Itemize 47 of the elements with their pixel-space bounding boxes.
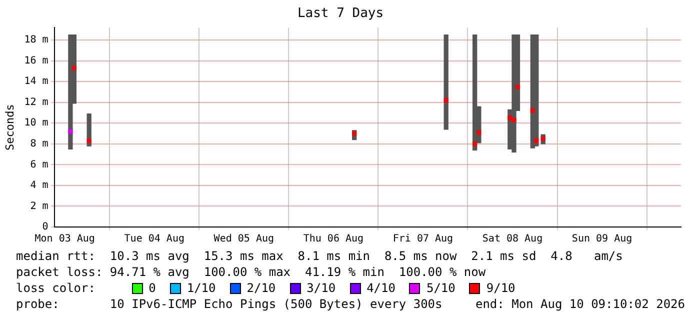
- point: [540, 136, 546, 141]
- text: end: Mon Aug 10 09:10:02 2026: [475, 296, 685, 312]
- y-tick-label: 2 m: [30, 200, 48, 212]
- x-tick-label: Sat 08 Aug: [482, 234, 543, 245]
- y-tick-label: 0: [42, 222, 48, 233]
- y-axis-title: Seconds: [3, 104, 16, 150]
- legend-label: 5/10: [426, 280, 456, 296]
- point: [68, 129, 73, 134]
- y-tick-label: 8 m: [30, 138, 48, 150]
- x-tick-label: Sun 09 Aug: [572, 234, 632, 245]
- x-tick-label: Tue 04 Aug: [124, 234, 184, 245]
- y-tick-label: 16 m: [24, 55, 48, 66]
- point: [86, 138, 92, 144]
- point: [534, 138, 539, 144]
- point: [72, 66, 76, 70]
- legend-label: 2/10: [246, 280, 276, 296]
- bar: [444, 34, 448, 130]
- legend-label: 1/10: [186, 280, 216, 296]
- point: [476, 130, 482, 135]
- y-tick-label: 14 m: [24, 76, 48, 88]
- text: median rtt: 10.3 ms avg 15.3 ms max 8.1 ms min 8.5 ms now 2.1 ms sd 4.8 am/s: [16, 248, 624, 264]
- y-tick-label: 12 m: [24, 96, 48, 108]
- point: [515, 84, 520, 90]
- point: [530, 108, 535, 113]
- y-tick-label: 6 m: [30, 159, 48, 170]
- y-tick-label: 18 m: [24, 34, 48, 46]
- x-tick-label: Wed 05 Aug: [214, 234, 274, 245]
- x-tick-label: Thu 06 Aug: [303, 234, 364, 245]
- y-tick-label: 10 m: [24, 118, 48, 129]
- point: [352, 131, 357, 136]
- x-tick-label: Mon 03 Aug: [34, 234, 95, 245]
- legend-label: 4/10: [366, 280, 396, 296]
- point: [508, 116, 512, 120]
- point: [512, 118, 516, 122]
- y-tick-label: 4 m: [30, 180, 48, 192]
- legend-label: 0: [148, 280, 156, 296]
- x-tick-label: Fri 07 Aug: [392, 234, 454, 245]
- legend-label: 9/10: [486, 280, 516, 296]
- bar: [534, 34, 539, 146]
- bar: [472, 34, 478, 150]
- text: probe: 10 IPv6-ICMP Echo Pings (500 Bytes) every 300s: [16, 296, 442, 312]
- point: [472, 142, 478, 146]
- chart-title: Last 7 Days: [297, 6, 384, 22]
- point: [444, 98, 448, 103]
- text: packet loss: 94.71 % avg 100.00 % max 41.19 % min 100.00 % now: [16, 264, 487, 280]
- legend-label: 3/10: [306, 280, 336, 296]
- legend-title: loss color:: [16, 280, 96, 296]
